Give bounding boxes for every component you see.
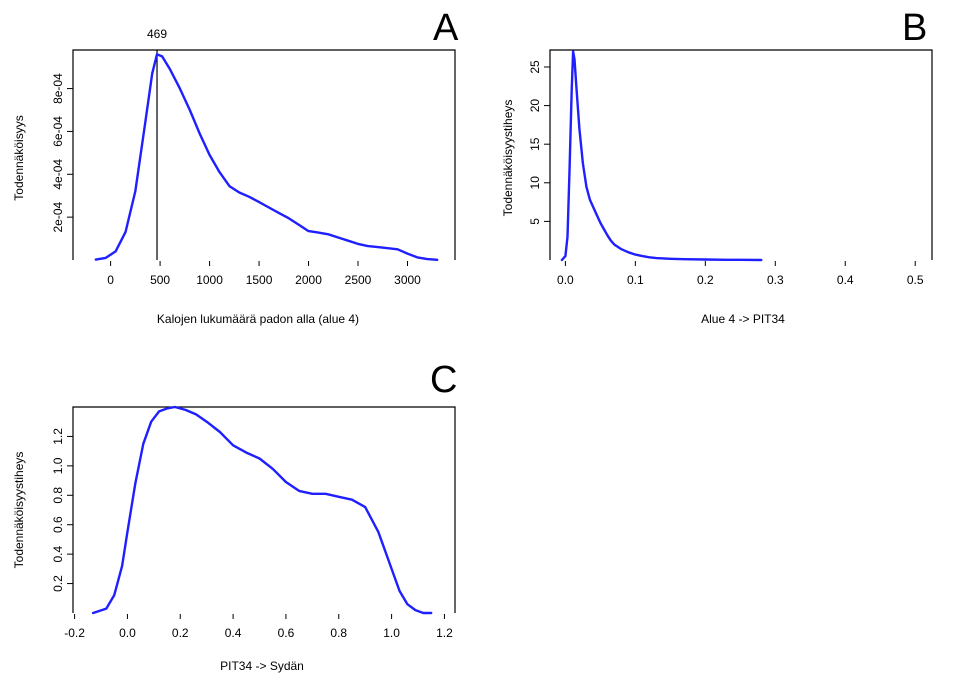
panel-b-xtick-label: 0.4	[837, 273, 854, 287]
panel-a-xtick-label: 0	[107, 273, 114, 287]
panel-c-ytick-label: 0.2	[51, 575, 65, 592]
panel-a-ytick-label: 4e-04	[51, 159, 65, 190]
panel-a-frame	[72, 49, 456, 260]
panel-c-xtick-label: 0.6	[278, 626, 295, 640]
panel-a-ytick-label: 8e-04	[51, 73, 65, 104]
panel-c-xtick-label: 0.0	[119, 626, 136, 640]
panel-a-letter: A	[433, 7, 459, 49]
panel-c-ytick-label: 1.2	[51, 428, 65, 445]
panel-b-ytick-label: 5	[528, 218, 542, 225]
panel-a-density-curve	[94, 53, 439, 261]
panel-b-xtick-label: 0.3	[767, 273, 784, 287]
panel-c-xtick-label: 1.0	[383, 626, 400, 640]
panel-b-ylabel: Todennäköisyystiheys	[501, 100, 515, 217]
panel-b-xtick-label: 0.5	[907, 273, 924, 287]
panel-a-xtick-label: 500	[150, 273, 170, 287]
panel-c-xlabel: PIT34 -> Sydän	[220, 659, 304, 673]
panel-b-xtick-label: 0.0	[557, 273, 574, 287]
panel-c-ytick-label: 1.0	[51, 457, 65, 474]
panel-b-xtick-label: 0.2	[697, 273, 714, 287]
panel-b-frame	[549, 49, 933, 260]
panel-c-density-curve	[91, 405, 433, 615]
panel-a-xtick-label: 3000	[394, 273, 421, 287]
panel-c-frame	[72, 406, 456, 613]
panel-b-density-curve	[560, 50, 763, 262]
panel-c-ylabel: Todennäköisyystiheys	[12, 452, 26, 569]
panel-a-ylabel: Todennäköisyys	[12, 115, 26, 200]
panel-c-xtick-label: 1.2	[436, 626, 453, 640]
panel-a-ytick-label: 2e-04	[51, 201, 65, 232]
panel-a-ytick-label: 6e-04	[51, 116, 65, 147]
panel-b-xlabel: Alue 4 -> PIT34	[701, 312, 785, 326]
panel-b-ytick-label: 15	[528, 137, 542, 151]
panel-b-ytick-label: 10	[528, 176, 542, 190]
panel-a: A Todennäköisyys Kalojen lukumäärä padon…	[12, 7, 459, 326]
panel-b-letter: B	[902, 7, 927, 49]
panel-b: B Todennäköisyystiheys Alue 4 -> PIT34 0…	[501, 7, 933, 326]
panel-b-ytick-label: 20	[528, 99, 542, 113]
panel-b-ytick-label: 25	[528, 60, 542, 74]
panel-a-vline-label: 469	[147, 27, 167, 41]
panel-a-xtick-label: 1000	[196, 273, 223, 287]
panel-c-plot-area: -0.2 0.0 0.2 0.4 0.6 0.8 1.0 1.2 0.2 0.4 0.6 0.8 1.0…	[51, 405, 456, 640]
panel-c-ytick-label: 0.4	[51, 545, 65, 562]
panel-a-xlabel: Kalojen lukumäärä padon alla (alue 4)	[157, 312, 359, 326]
panel-c-xtick-label: 0.4	[225, 626, 242, 640]
panel-b-plot-area: 0.0 0.1 0.2 0.3 0.4 0.5 5 10 15 20 25	[528, 49, 933, 287]
panel-a-xtick-label: 1500	[246, 273, 273, 287]
panel-c-ytick-label: 0.8	[51, 487, 65, 504]
panel-a-xtick-label: 2500	[345, 273, 372, 287]
panel-a-xtick-label: 2000	[295, 273, 322, 287]
panel-c: C Todennäköisyystiheys PIT34 -> Sydän -0…	[12, 359, 457, 673]
panel-c-letter: C	[430, 359, 457, 401]
panel-a-plot-area: 0 500 1000 1500 2000 2500 3000 2e-04 4e-04 6e-04 8…	[51, 27, 456, 287]
panel-b-xtick-label: 0.1	[627, 273, 644, 287]
panel-c-xtick-label: -0.2	[64, 626, 85, 640]
panel-c-ytick-label: 0.6	[51, 516, 65, 533]
panel-c-xtick-label: 0.8	[330, 626, 347, 640]
panel-c-xtick-label: 0.2	[172, 626, 189, 640]
